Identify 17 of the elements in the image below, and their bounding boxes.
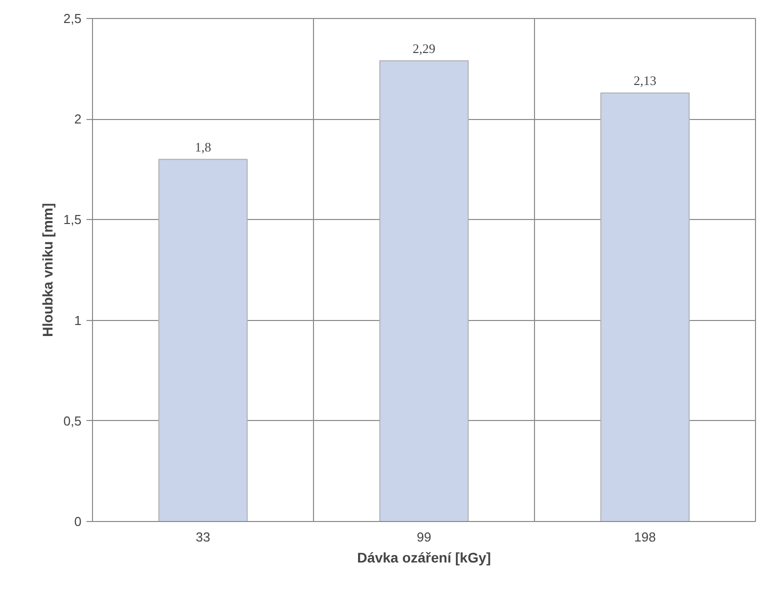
data-label: 2,29 <box>412 40 436 56</box>
bar <box>600 92 690 522</box>
y-tick-label: 2,5 <box>63 11 82 26</box>
y-tick-label: 1,5 <box>63 212 82 228</box>
y-tick-label: 0 <box>74 514 82 529</box>
x-axis-title: Dávka ozáření [kGy] <box>357 550 491 566</box>
bar <box>158 158 248 522</box>
y-tick-label: 0,5 <box>63 413 82 428</box>
data-label: 1,8 <box>194 139 212 154</box>
y-tick-label: 2 <box>74 112 82 127</box>
y-axis-title: Hloubka vniku [mm] <box>39 203 56 337</box>
x-tick-label: 33 <box>196 530 210 544</box>
x-tick-label: 99 <box>416 530 432 544</box>
bar <box>379 60 469 522</box>
y-tick-label: 1 <box>74 312 82 328</box>
x-tick-label: 198 <box>634 530 656 544</box>
data-label: 2,13 <box>634 72 656 88</box>
